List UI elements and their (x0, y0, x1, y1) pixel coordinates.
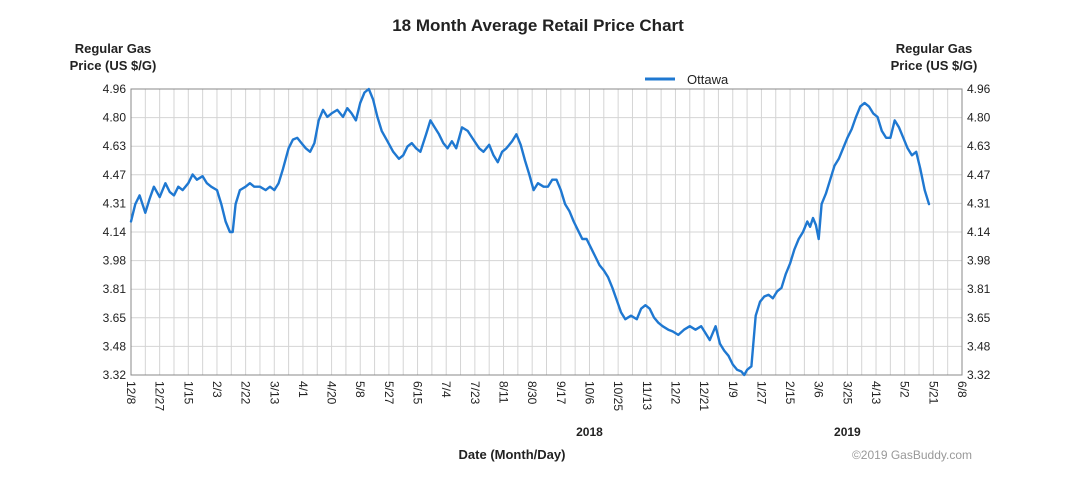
x-tick-label: 5/21 (926, 381, 940, 405)
series-layer (129, 87, 931, 377)
x-axis: 12/8 12/27 1/15 2/3 2/22 3/13 4/1 4/20 5/8 5/27 6/… (124, 381, 969, 411)
x-tick-label: 5/8 (353, 381, 367, 398)
y-tick-label-right: 4.80 (967, 111, 991, 125)
x-tick-label: 4/1 (296, 381, 310, 398)
x-tick-label: 2/22 (239, 381, 253, 405)
y-tick-label-right: 3.65 (967, 311, 991, 325)
y-tick-label-right: 4.63 (967, 139, 991, 153)
x-tick-label: 3/13 (267, 381, 281, 405)
x-tick-label: 12/8 (124, 381, 138, 405)
y-tick-label-right: 3.81 (967, 282, 991, 296)
year-labels: 2018 2019 (576, 425, 861, 439)
y-tick-label-left: 4.14 (103, 225, 127, 239)
x-tick-label: 1/27 (754, 381, 768, 405)
x-tick-label: 9/17 (554, 381, 568, 405)
x-tick-label: 3/6 (812, 381, 826, 398)
y-tick-label-right: 3.32 (967, 368, 991, 382)
y-tick-label-left: 4.80 (103, 111, 127, 125)
x-tick-label: 12/2 (668, 381, 682, 405)
year-label: 2018 (576, 425, 603, 439)
legend-label-ottawa: Ottawa (687, 72, 729, 87)
x-tick-label: 1/9 (726, 381, 740, 398)
x-tick-label: 5/2 (898, 381, 912, 398)
x-tick-label: 2/15 (783, 381, 797, 405)
chart-title: 18 Month Average Retail Price Chart (392, 16, 684, 35)
grid (130, 88, 963, 376)
y-tick-label-left: 4.47 (103, 168, 127, 182)
x-tick-label: 12/21 (697, 381, 711, 411)
y-tick-label-right: 3.48 (967, 339, 991, 353)
x-tick-label: 2/3 (210, 381, 224, 398)
y-tick-label-right: 4.31 (967, 196, 991, 210)
y-tick-label-left: 4.31 (103, 196, 127, 210)
y-tick-label-left: 3.65 (103, 311, 127, 325)
year-label: 2019 (834, 425, 861, 439)
y-tick-label-left: 3.98 (103, 254, 127, 268)
x-tick-label: 12/27 (153, 381, 167, 411)
plot-frame (130, 88, 963, 376)
y-tick-label-left: 3.81 (103, 282, 127, 296)
y-tick-label-left: 4.96 (103, 82, 127, 96)
y-axis-title-right-line1: Regular Gas (896, 41, 973, 56)
x-tick-label: 3/25 (840, 381, 854, 405)
x-tick-label: 6/15 (411, 381, 425, 405)
credit-text: ©2019 GasBuddy.com (852, 448, 972, 462)
y-tick-label-right: 4.96 (967, 82, 991, 96)
y-tick-label-right: 3.98 (967, 254, 991, 268)
x-tick-label: 7/4 (439, 381, 453, 398)
x-tick-label: 4/13 (869, 381, 883, 405)
x-tick-label: 8/30 (525, 381, 539, 405)
x-tick-label: 1/15 (181, 381, 195, 405)
y-tick-label-left: 3.48 (103, 339, 127, 353)
y-axis-left: 3.32 3.48 3.65 3.81 3.98 4.14 4.31 4.47 4.63 4.80… (103, 82, 127, 382)
y-tick-label-left: 3.32 (103, 368, 127, 382)
x-axis-title: Date (Month/Day) (459, 447, 566, 462)
x-tick-label: 11/13 (640, 381, 654, 410)
y-axis-title-right-line2: Price (US $/G) (891, 58, 978, 73)
y-axis-title-left-line1: Regular Gas (75, 41, 152, 56)
y-axis-right: 3.32 3.48 3.65 3.81 3.98 4.14 4.31 4.47 4.63 4.80… (967, 82, 991, 382)
x-tick-label: 7/23 (468, 381, 482, 405)
y-tick-label-left: 4.63 (103, 139, 127, 153)
x-tick-label: 5/27 (382, 381, 396, 405)
x-tick-label: 10/25 (611, 381, 625, 411)
series-line-ottawa (129, 87, 931, 377)
x-tick-label: 4/20 (325, 381, 339, 405)
x-tick-label: 8/11 (497, 381, 511, 404)
x-tick-label: 6/8 (955, 381, 969, 398)
x-tick-label: 10/6 (582, 381, 596, 405)
y-axis-title-left-line2: Price (US $/G) (70, 58, 157, 73)
y-tick-label-right: 4.47 (967, 168, 991, 182)
y-tick-label-right: 4.14 (967, 225, 991, 239)
legend: Ottawa (645, 72, 729, 87)
